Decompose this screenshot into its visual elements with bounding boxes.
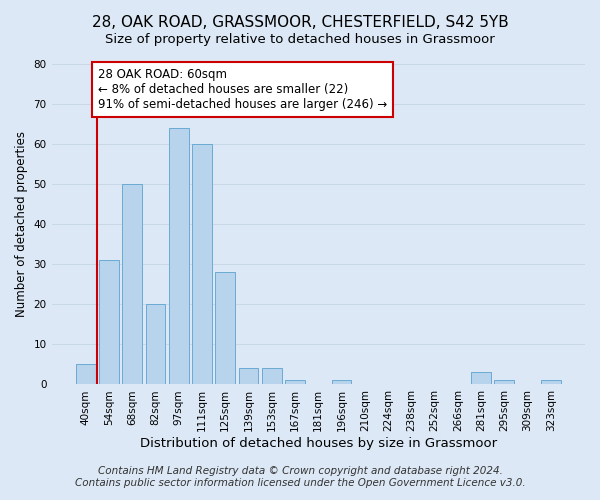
Bar xyxy=(146,304,166,384)
Bar xyxy=(99,260,119,384)
Text: 28, OAK ROAD, GRASSMOOR, CHESTERFIELD, S42 5YB: 28, OAK ROAD, GRASSMOOR, CHESTERFIELD, S… xyxy=(92,15,508,30)
Bar xyxy=(332,380,352,384)
Bar xyxy=(541,380,561,384)
Bar xyxy=(122,184,142,384)
Text: Contains HM Land Registry data © Crown copyright and database right 2024.
Contai: Contains HM Land Registry data © Crown c… xyxy=(74,466,526,487)
Bar xyxy=(285,380,305,384)
Bar xyxy=(262,368,281,384)
Text: 28 OAK ROAD: 60sqm
← 8% of detached houses are smaller (22)
91% of semi-detached: 28 OAK ROAD: 60sqm ← 8% of detached hous… xyxy=(98,68,387,111)
Bar xyxy=(239,368,259,384)
Bar xyxy=(471,372,491,384)
Text: Size of property relative to detached houses in Grassmoor: Size of property relative to detached ho… xyxy=(105,32,495,46)
Bar xyxy=(169,128,188,384)
Bar xyxy=(215,272,235,384)
X-axis label: Distribution of detached houses by size in Grassmoor: Distribution of detached houses by size … xyxy=(140,437,497,450)
Bar xyxy=(76,364,95,384)
Bar xyxy=(192,144,212,384)
Y-axis label: Number of detached properties: Number of detached properties xyxy=(15,131,28,317)
Bar xyxy=(494,380,514,384)
